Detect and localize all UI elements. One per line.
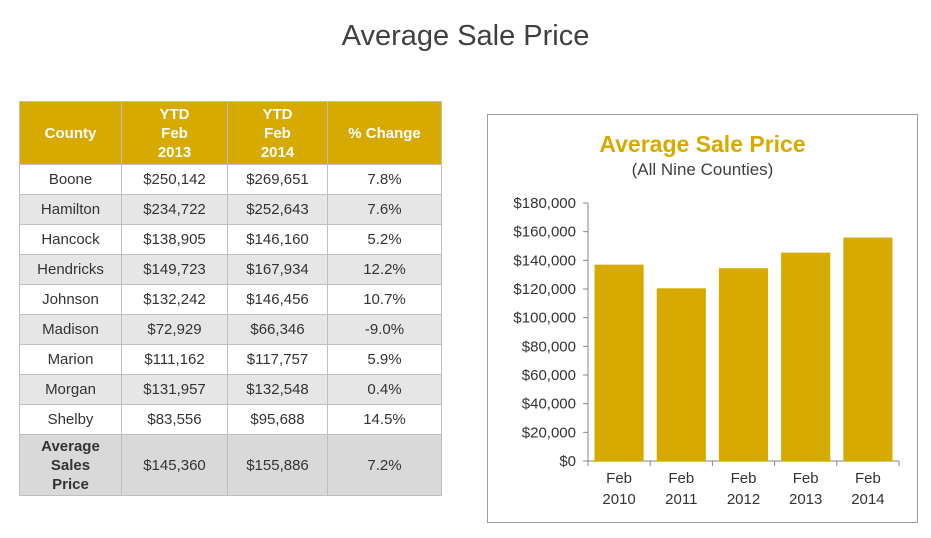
- x-tick-label: Feb: [731, 470, 757, 487]
- y-tick-label: $140,000: [513, 252, 576, 269]
- ytd-2013-cell: $131,957: [121, 374, 228, 405]
- table-body: Boone $250,142 $269,651 7.8% Hamilton $234,72…: [19, 164, 442, 496]
- table-row: Hendricks $149,723 $167,934 12.2%: [19, 254, 442, 285]
- ytd-2013-cell: $111,162: [121, 344, 228, 375]
- percent-change-cell: 12.2%: [327, 254, 442, 285]
- bar-4: [843, 237, 893, 461]
- page-title: Average Sale Price: [341, 20, 590, 52]
- header-line: Feb: [161, 124, 188, 142]
- percent-change-cell: 7.6%: [327, 194, 442, 225]
- total-ytd-2014-cell: $155,886: [227, 434, 328, 496]
- ytd-2014-cell: $146,160: [227, 224, 328, 255]
- county-cell: Madison: [19, 314, 122, 345]
- x-tick-label: Feb: [668, 470, 694, 487]
- total-label-cell: Average Sales Price: [19, 434, 122, 496]
- header-county: County: [19, 101, 122, 165]
- county-cell: Marion: [19, 344, 122, 375]
- table-row: Madison $72,929 $66,346 -9.0%: [19, 314, 442, 345]
- header-line: 2013: [157, 143, 192, 161]
- ytd-2014-cell: $252,643: [227, 194, 328, 225]
- ytd-2013-cell: $250,142: [121, 164, 228, 195]
- percent-change-cell: 5.9%: [327, 344, 442, 375]
- header-ytd-2014: YTD Feb 2014: [227, 101, 328, 165]
- bar-3: [781, 252, 831, 461]
- total-label-line: Price: [52, 475, 89, 493]
- ytd-2014-cell: $269,651: [227, 164, 328, 195]
- ytd-2013-cell: $83,556: [121, 404, 228, 435]
- header-ytd-2013: YTD Feb 2013: [121, 101, 228, 165]
- county-cell: Johnson: [19, 284, 122, 315]
- x-tick-label: Feb: [855, 470, 881, 487]
- chart-title: Average Sale Price: [599, 131, 806, 157]
- bar-0: [594, 264, 644, 461]
- percent-change-cell: -9.0%: [327, 314, 442, 345]
- ytd-2013-cell: $132,242: [121, 284, 228, 315]
- table-row: Morgan $131,957 $132,548 0.4%: [19, 374, 442, 405]
- header-line: YTD: [159, 105, 190, 123]
- header-line: Feb: [264, 124, 291, 142]
- county-cell: Hamilton: [19, 194, 122, 225]
- bar-1: [656, 288, 706, 461]
- y-tick-label: $20,000: [522, 424, 576, 441]
- total-percent-change-cell: 7.2%: [327, 434, 442, 496]
- x-tick-label: 2012: [727, 491, 760, 508]
- total-ytd-2013-cell: $145,360: [121, 434, 228, 496]
- total-row: Average Sales Price $145,360 $155,886 7.2%: [19, 434, 442, 496]
- header-line: County: [44, 124, 97, 142]
- bar-2: [718, 268, 769, 461]
- header-percent-change: % Change: [327, 101, 442, 165]
- x-tick-label: 2014: [851, 491, 884, 508]
- header-line: YTD: [262, 105, 293, 123]
- x-tick-label: Feb: [606, 470, 632, 487]
- table-row: Boone $250,142 $269,651 7.8%: [19, 164, 442, 195]
- percent-change-cell: 14.5%: [327, 404, 442, 435]
- x-tick-label: 2013: [789, 491, 822, 508]
- ytd-2014-cell: $146,456: [227, 284, 328, 315]
- table-row: Hancock $138,905 $146,160 5.2%: [19, 224, 442, 255]
- percent-change-cell: 10.7%: [327, 284, 442, 315]
- county-cell: Shelby: [19, 404, 122, 435]
- total-label-line: Sales: [50, 456, 91, 474]
- table-row: Marion $111,162 $117,757 5.9%: [19, 344, 442, 375]
- y-tick-label: $160,000: [513, 224, 576, 241]
- y-tick-label: $80,000: [522, 338, 576, 355]
- ytd-2014-cell: $95,688: [227, 404, 328, 435]
- county-cell: Morgan: [19, 374, 122, 405]
- table-row: Hamilton $234,722 $252,643 7.6%: [19, 194, 442, 225]
- table-row: Shelby $83,556 $95,688 14.5%: [19, 404, 442, 435]
- x-tick-label: 2011: [665, 491, 697, 508]
- y-tick-label: $100,000: [513, 310, 576, 327]
- ytd-2013-cell: $149,723: [121, 254, 228, 285]
- ytd-2014-cell: $167,934: [227, 254, 328, 285]
- percent-change-cell: 5.2%: [327, 224, 442, 255]
- ytd-2014-cell: $117,757: [227, 344, 328, 375]
- x-tick-label: 2010: [602, 491, 635, 508]
- y-tick-label: $0: [559, 453, 576, 470]
- y-tick-label: $60,000: [522, 367, 576, 384]
- bar-chart: $0 $20,000 $40,000 $60,000 $80,000 $100,000 $1…: [513, 195, 900, 508]
- ytd-2014-cell: $66,346: [227, 314, 328, 345]
- ytd-2013-cell: $138,905: [121, 224, 228, 255]
- county-cell: Hancock: [19, 224, 122, 255]
- ytd-2014-cell: $132,548: [227, 374, 328, 405]
- y-tick-label: $40,000: [522, 396, 576, 413]
- county-cell: Boone: [19, 164, 122, 195]
- total-label-line: Average: [41, 437, 100, 455]
- y-tick-label: $120,000: [513, 281, 576, 298]
- x-tick-label: Feb: [793, 470, 819, 487]
- table-row: Johnson $132,242 $146,456 10.7%: [19, 284, 442, 315]
- header-line: 2014: [260, 143, 295, 161]
- table-header-row: County YTD Feb 2013 YTD Feb 2014 % Change: [19, 101, 442, 165]
- county-cell: Hendricks: [19, 254, 122, 285]
- y-tick-label: $180,000: [513, 195, 576, 212]
- percent-change-cell: 7.8%: [327, 164, 442, 195]
- chart-panel: Average Sale Price (All Nine Counties) $…: [487, 114, 918, 523]
- header-line: % Change: [348, 124, 421, 142]
- ytd-2013-cell: $72,929: [121, 314, 228, 345]
- percent-change-cell: 0.4%: [327, 374, 442, 405]
- ytd-2013-cell: $234,722: [121, 194, 228, 225]
- county-price-table: County YTD Feb 2013 YTD Feb 2014 % Change Bo…: [19, 101, 442, 496]
- chart-subtitle: (All Nine Counties): [631, 160, 774, 179]
